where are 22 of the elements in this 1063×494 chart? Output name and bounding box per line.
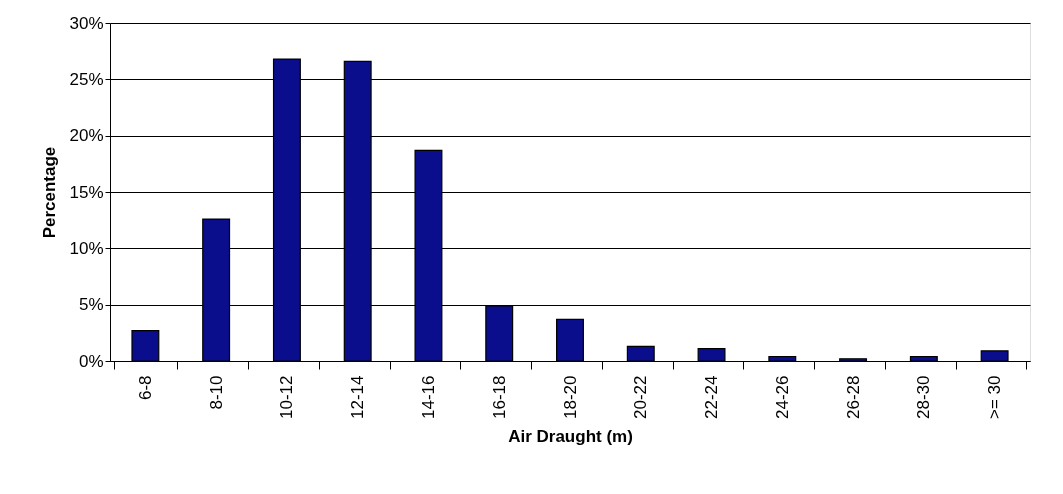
- y-tick-label: 10%: [69, 238, 104, 258]
- x-tick-label: 26-28: [843, 375, 863, 419]
- x-tick-label: 6-8: [135, 375, 155, 401]
- x-axis-title: Air Draught (m): [508, 426, 633, 446]
- x-tick-label: >= 30: [985, 375, 1005, 419]
- y-tick-label: 5%: [78, 295, 104, 315]
- y-tick-label: 20%: [69, 126, 104, 146]
- y-tick-label: 15%: [69, 182, 104, 202]
- x-tick-label: 28-30: [914, 375, 934, 419]
- y-tick-label: 25%: [69, 69, 104, 89]
- x-tick-label: 22-24: [702, 375, 722, 419]
- x-tick-label: 14-16: [418, 375, 438, 419]
- x-tick-label: 10-12: [277, 375, 297, 419]
- y-axis-title: Percentage: [40, 146, 60, 239]
- x-tick-label: 24-26: [772, 375, 792, 419]
- x-tick-label: 16-18: [489, 375, 509, 419]
- x-tick-label: 18-20: [560, 375, 580, 419]
- x-tick-label: 12-14: [348, 375, 368, 419]
- x-tick-label: 20-22: [631, 375, 651, 419]
- x-tick-label: 8-10: [206, 375, 226, 410]
- y-tick-label: 0%: [78, 351, 104, 371]
- y-tick-label: 30%: [69, 13, 104, 33]
